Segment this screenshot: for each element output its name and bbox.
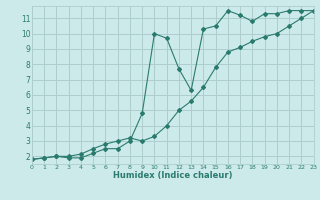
X-axis label: Humidex (Indice chaleur): Humidex (Indice chaleur) (113, 171, 233, 180)
